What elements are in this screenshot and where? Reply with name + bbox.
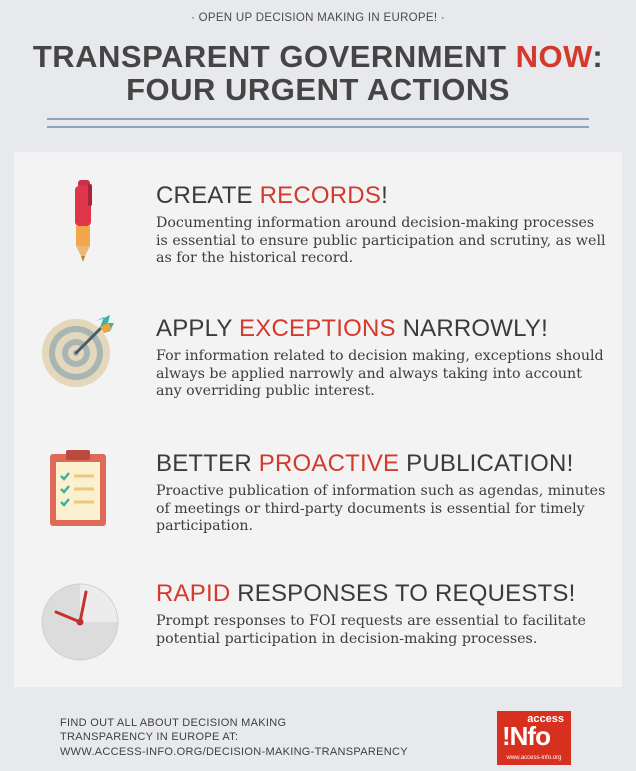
pen-icon [75, 180, 92, 262]
action-description: Proactive publication of information suc… [156, 483, 606, 534]
access-info-logo[interactable]: access !Nfo www.access-info.org [497, 711, 571, 765]
actions-panel: CREATE RECORDS! Documenting information … [14, 152, 622, 687]
kicker-text: · OPEN UP DECISION MAKING IN EUROPE! · [190, 12, 445, 24]
action-create-records: CREATE RECORDS! Documenting information … [14, 180, 622, 282]
action-heading: BETTER PROACTIVE PUBLICATION! [156, 450, 574, 477]
action-heading: CREATE RECORDS! [156, 182, 388, 209]
divider-top [47, 118, 589, 120]
logo-url: www.access-info.org [506, 755, 562, 761]
action-heading: APPLY EXCEPTIONS NARROWLY! [156, 315, 548, 342]
page-title: TRANSPARENT GOVERNMENT NOW: FOUR URGENT … [0, 40, 636, 106]
divider-bottom [47, 126, 589, 128]
logo-top: access [527, 713, 564, 725]
footer-line2: TRANSPARENCY IN EUROPE AT: [60, 731, 239, 743]
footer-link[interactable]: WWW.ACCESS-INFO.ORG/DECISION-MAKING-TRAN… [60, 746, 408, 758]
clipboard-icon [50, 450, 106, 526]
target-icon [42, 315, 114, 387]
title-highlight: NOW [515, 39, 593, 74]
action-rapid-responses: RAPID RESPONSES TO REQUESTS! Prompt resp… [14, 580, 622, 680]
footer-line1: FIND OUT ALL ABOUT DECISION MAKING [60, 717, 287, 729]
title-line1: TRANSPARENT GOVERNMENT NOW: [32, 39, 604, 74]
action-heading: RAPID RESPONSES TO REQUESTS! [156, 580, 576, 607]
logo-main: !Nfo [502, 721, 551, 751]
action-description: For information related to decision maki… [156, 348, 604, 399]
clock-icon [41, 583, 119, 661]
action-description: Documenting information around decision-… [156, 215, 606, 266]
action-proactive-publication: BETTER PROACTIVE PUBLICATION! Proactive … [14, 450, 622, 550]
action-apply-exceptions: APPLY EXCEPTIONS NARROWLY! For informati… [14, 315, 622, 415]
footer-text: FIND OUT ALL ABOUT DECISION MAKING TRANS… [60, 716, 408, 759]
action-description: Prompt responses to FOI requests are ess… [156, 613, 586, 647]
title-line2: FOUR URGENT ACTIONS [126, 72, 510, 107]
